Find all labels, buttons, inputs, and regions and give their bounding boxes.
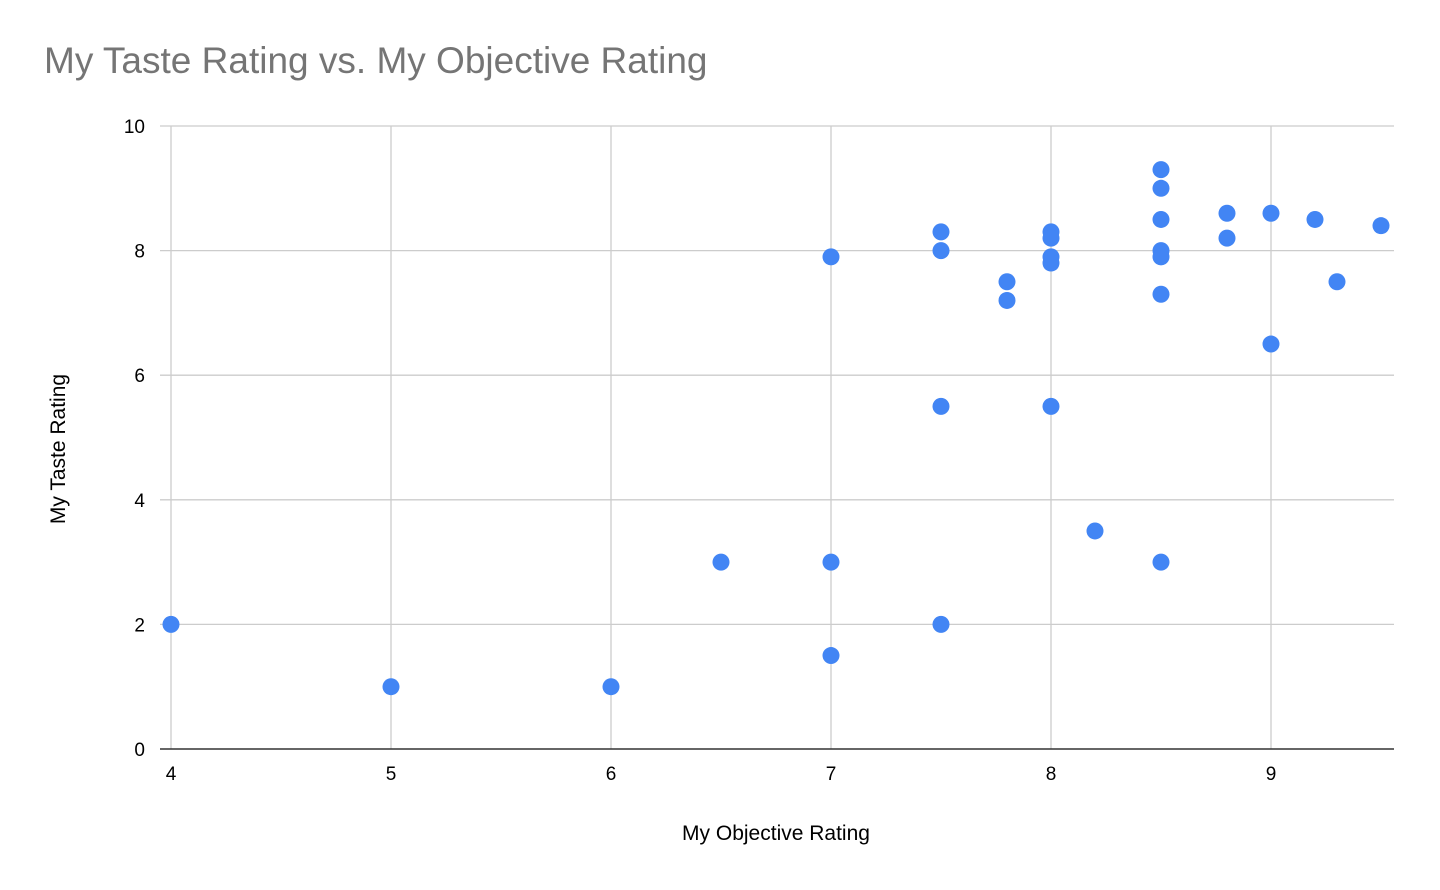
- data-point: [822, 248, 840, 266]
- tick-labels: 0 2 4 6 8 10 4 5 6 7 8 9: [124, 117, 1276, 785]
- y-tick-label: 6: [134, 366, 145, 387]
- data-point: [998, 273, 1016, 291]
- data-point: [1306, 210, 1324, 228]
- data-point: [1152, 285, 1170, 303]
- x-tick-label: 6: [606, 764, 617, 785]
- y-tick-label: 8: [134, 242, 145, 263]
- data-point: [998, 291, 1016, 309]
- data-point: [1152, 161, 1170, 179]
- y-tick-label: 4: [134, 491, 145, 512]
- data-point: [822, 647, 840, 665]
- x-tick-label: 5: [386, 764, 397, 785]
- data-point: [932, 242, 950, 260]
- data-point: [932, 615, 950, 633]
- data-point: [822, 553, 840, 571]
- data-point: [1042, 229, 1060, 247]
- data-point: [1152, 248, 1170, 266]
- data-point: [1262, 204, 1280, 222]
- data-point: [602, 678, 620, 696]
- data-point: [1042, 397, 1060, 415]
- y-axis-title: My Taste Rating: [47, 374, 70, 524]
- data-point: [382, 678, 400, 696]
- data-point: [1328, 273, 1346, 291]
- y-tick-label: 10: [124, 117, 145, 138]
- data-point: [1262, 335, 1280, 353]
- data-point: [1042, 254, 1060, 272]
- x-axis-title: My Objective Rating: [682, 822, 870, 845]
- data-point: [1152, 553, 1170, 571]
- data-point: [1152, 210, 1170, 228]
- data-point: [1086, 522, 1104, 540]
- data-point: [1218, 204, 1236, 222]
- data-point: [162, 615, 180, 633]
- x-tick-label: 7: [826, 764, 837, 785]
- chart-title: My Taste Rating vs. My Objective Rating: [44, 40, 708, 81]
- data-point: [712, 553, 730, 571]
- data-point: [932, 397, 950, 415]
- x-tick-label: 8: [1046, 764, 1057, 785]
- grid-lines: [160, 125, 1394, 749]
- y-tick-label: 0: [134, 740, 145, 761]
- data-point: [1372, 217, 1390, 235]
- data-point: [932, 223, 950, 241]
- data-point: [1152, 179, 1170, 197]
- data-points: [162, 161, 1390, 696]
- x-tick-label: 9: [1266, 764, 1277, 785]
- x-tick-label: 4: [166, 764, 177, 785]
- data-point: [1218, 229, 1236, 247]
- y-tick-label: 2: [134, 615, 145, 636]
